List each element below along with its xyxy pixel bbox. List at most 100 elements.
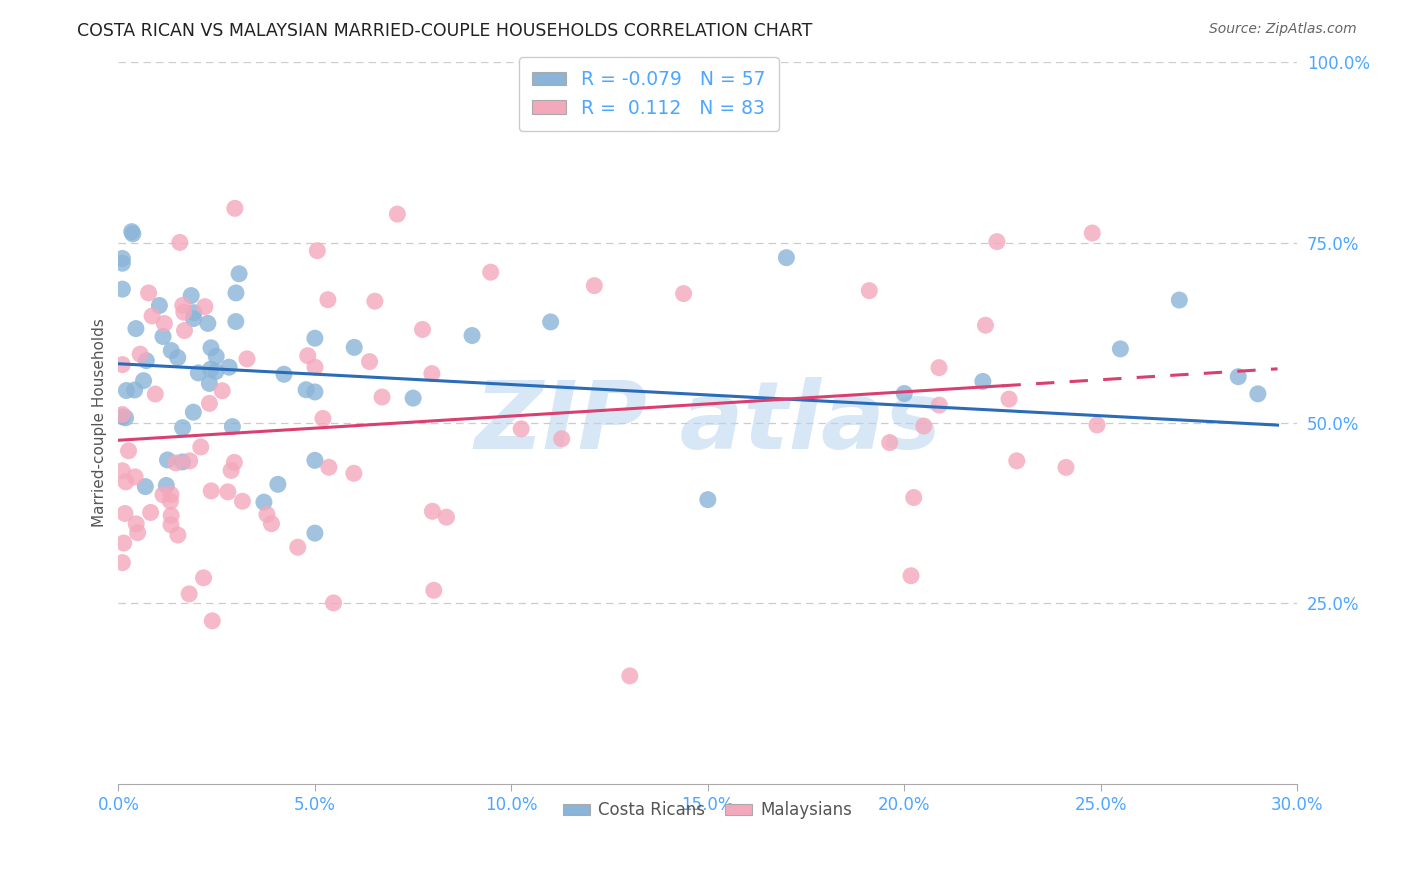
Point	[156, 453, 179, 467]
Point	[224, 455, 246, 469]
Point	[928, 398, 950, 412]
Point	[127, 525, 149, 540]
Y-axis label: Married-couple Households: Married-couple Households	[93, 318, 107, 527]
Point	[893, 386, 915, 401]
Point	[187, 366, 209, 380]
Point	[221, 419, 243, 434]
Point	[172, 298, 194, 312]
Point	[1085, 417, 1108, 432]
Point	[672, 286, 695, 301]
Point	[1109, 342, 1132, 356]
Point	[879, 435, 901, 450]
Point	[153, 317, 176, 331]
Point	[343, 340, 366, 354]
Point	[583, 278, 606, 293]
Point	[135, 353, 157, 368]
Point	[111, 256, 134, 270]
Point	[205, 350, 228, 364]
Point	[256, 508, 278, 522]
Point	[551, 432, 574, 446]
Legend: Costa Ricans, Malaysians: Costa Ricans, Malaysians	[557, 795, 859, 826]
Point	[198, 376, 221, 391]
Point	[972, 375, 994, 389]
Point	[260, 516, 283, 531]
Point	[858, 284, 880, 298]
Point	[225, 314, 247, 328]
Point	[200, 341, 222, 355]
Text: ZIP atlas: ZIP atlas	[474, 377, 941, 469]
Point	[183, 405, 205, 419]
Point	[124, 470, 146, 484]
Point	[125, 516, 148, 531]
Point	[218, 360, 240, 375]
Point	[696, 492, 718, 507]
Point	[479, 265, 502, 279]
Point	[165, 456, 187, 470]
Point	[172, 455, 194, 469]
Point	[297, 349, 319, 363]
Point	[322, 596, 344, 610]
Point	[316, 293, 339, 307]
Point	[180, 288, 202, 302]
Point	[1005, 454, 1028, 468]
Point	[194, 300, 217, 314]
Point	[143, 387, 166, 401]
Point	[179, 454, 201, 468]
Point	[172, 420, 194, 434]
Point	[193, 571, 215, 585]
Point	[236, 351, 259, 366]
Point	[111, 358, 134, 372]
Point	[198, 396, 221, 410]
Point	[111, 409, 134, 424]
Point	[510, 422, 533, 436]
Point	[304, 331, 326, 345]
Point	[287, 541, 309, 555]
Point	[114, 507, 136, 521]
Point	[139, 505, 162, 519]
Point	[273, 368, 295, 382]
Point	[112, 536, 135, 550]
Point	[141, 309, 163, 323]
Point	[1054, 460, 1077, 475]
Point	[318, 460, 340, 475]
Point	[364, 294, 387, 309]
Point	[132, 374, 155, 388]
Point	[423, 583, 446, 598]
Point	[159, 494, 181, 508]
Point	[219, 463, 242, 477]
Point	[619, 669, 641, 683]
Point	[267, 477, 290, 491]
Point	[166, 351, 188, 365]
Point	[903, 491, 925, 505]
Point	[304, 360, 326, 375]
Point	[167, 528, 190, 542]
Point	[420, 367, 443, 381]
Point	[129, 347, 152, 361]
Point	[211, 384, 233, 398]
Point	[111, 556, 134, 570]
Point	[114, 410, 136, 425]
Point	[402, 391, 425, 405]
Point	[775, 251, 797, 265]
Point	[231, 494, 253, 508]
Point	[111, 252, 134, 266]
Point	[304, 526, 326, 541]
Point	[205, 364, 228, 378]
Point	[111, 282, 134, 296]
Point	[312, 411, 335, 425]
Point	[371, 390, 394, 404]
Point	[179, 587, 201, 601]
Point	[114, 475, 136, 489]
Point	[986, 235, 1008, 249]
Point	[225, 285, 247, 300]
Point	[200, 362, 222, 376]
Point	[540, 315, 562, 329]
Point	[160, 343, 183, 358]
Text: Source: ZipAtlas.com: Source: ZipAtlas.com	[1209, 22, 1357, 37]
Point	[201, 614, 224, 628]
Point	[169, 235, 191, 250]
Point	[190, 440, 212, 454]
Point	[115, 384, 138, 398]
Point	[138, 285, 160, 300]
Point	[197, 317, 219, 331]
